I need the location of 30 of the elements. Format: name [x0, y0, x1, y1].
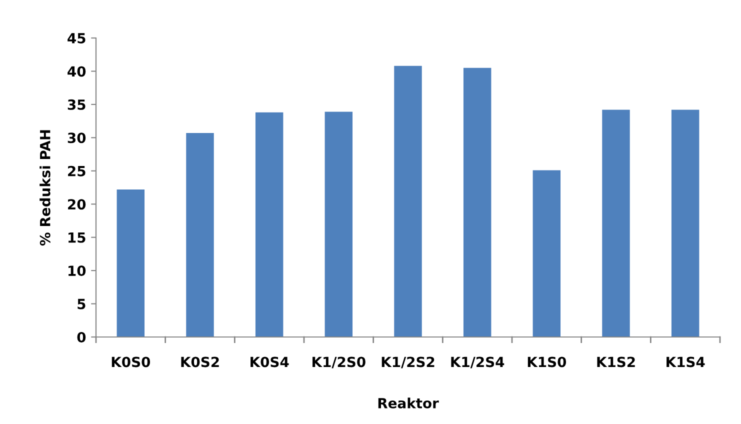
x-tick-label: K1S0: [528, 356, 566, 368]
bar: [602, 110, 630, 337]
y-tick-label: 40: [68, 66, 86, 77]
x-tick-label: K0S4: [250, 356, 289, 368]
y-tick-label: 15: [68, 232, 86, 243]
y-tick-label: 45: [68, 33, 86, 44]
y-tick-label: 10: [68, 266, 86, 276]
y-tick-label: 5: [78, 298, 86, 310]
bar: [116, 189, 145, 337]
y-tick-label: 30: [68, 132, 86, 144]
x-tick-label: K0S0: [112, 356, 150, 368]
x-tick-label: K1/2S4: [451, 356, 504, 368]
bar: [463, 68, 492, 337]
y-tick-label: 35: [68, 99, 86, 110]
y-axis-title: % Reduksi PAH: [40, 130, 50, 246]
bar: [186, 133, 214, 337]
y-tick-label: 20: [68, 199, 86, 210]
bar: [255, 112, 284, 337]
x-tick-label: K1S2: [597, 356, 635, 368]
y-tick-label: 0: [77, 332, 86, 342]
x-tick-label: K1S4: [666, 356, 705, 368]
bar: [671, 110, 700, 337]
x-tick-label: K1/2S0: [312, 356, 366, 368]
y-tick-label: 25: [68, 166, 86, 176]
x-tick-label: K1/2S2: [382, 356, 434, 368]
x-axis-title: Reaktor: [378, 398, 439, 408]
bar: [394, 66, 422, 337]
bar: [324, 112, 353, 337]
bar: [532, 170, 561, 337]
x-tick-label: K0S2: [181, 356, 219, 368]
